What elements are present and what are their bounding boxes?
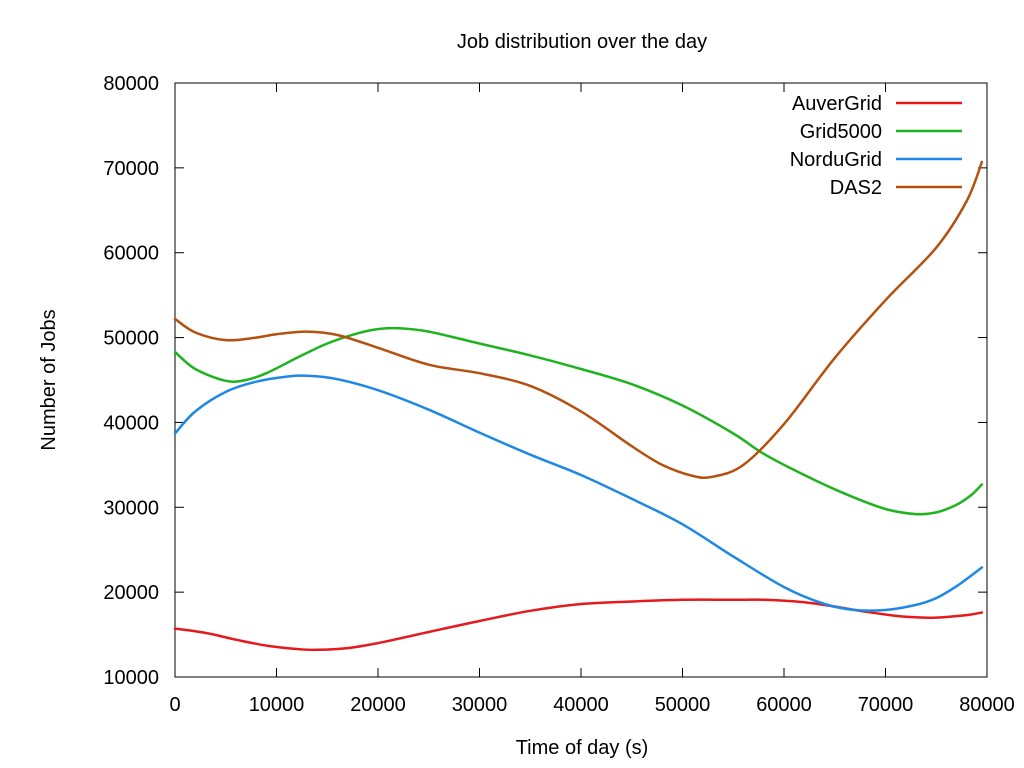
x-tick-label: 20000 [350,694,406,716]
y-tick-label: 20000 [103,582,159,604]
y-tick-label: 10000 [103,667,159,689]
x-tick-label: 70000 [858,694,914,716]
series-line-das2 [173,160,984,480]
legend-label-nordugrid: NorduGrid [790,149,882,171]
y-axis-ticks: 10000 20000 30000 40000 50000 60000 70000 80000 [103,73,987,689]
series-line-grid5000 [173,326,984,516]
plot-area-frame [174,82,988,678]
series-line-auvergrid [173,598,984,652]
x-axis-label: Time of day (s) [516,737,649,759]
x-tick-label: 60000 [756,694,812,716]
x-tick-label: 40000 [553,694,609,716]
legend-label-grid5000: Grid5000 [800,121,882,143]
y-axis-label: Number of Jobs [38,309,60,450]
legend-label-das2: DAS2 [830,177,882,199]
series-lines [173,160,984,652]
y-tick-label: 60000 [103,243,159,265]
y-tick-label: 40000 [103,412,159,434]
y-tick-label: 70000 [103,158,159,180]
legend: AuverGrid Grid5000 NorduGrid DAS2 [790,93,962,199]
legend-label-auvergrid: AuverGrid [792,93,882,115]
x-axis-ticks: 0 10000 20000 30000 40000 50000 60000 70000 8000… [169,83,1015,716]
x-tick-label: 0 [169,694,180,716]
y-tick-label: 80000 [103,73,159,95]
x-tick-label: 50000 [655,694,711,716]
y-tick-label: 30000 [103,497,159,519]
y-tick-label: 50000 [103,328,159,350]
x-tick-label: 10000 [249,694,305,716]
series-line-nordugrid [173,374,984,612]
x-tick-label: 30000 [452,694,508,716]
chart-title: Job distribution over the day [457,31,707,53]
x-tick-label: 80000 [959,694,1015,716]
